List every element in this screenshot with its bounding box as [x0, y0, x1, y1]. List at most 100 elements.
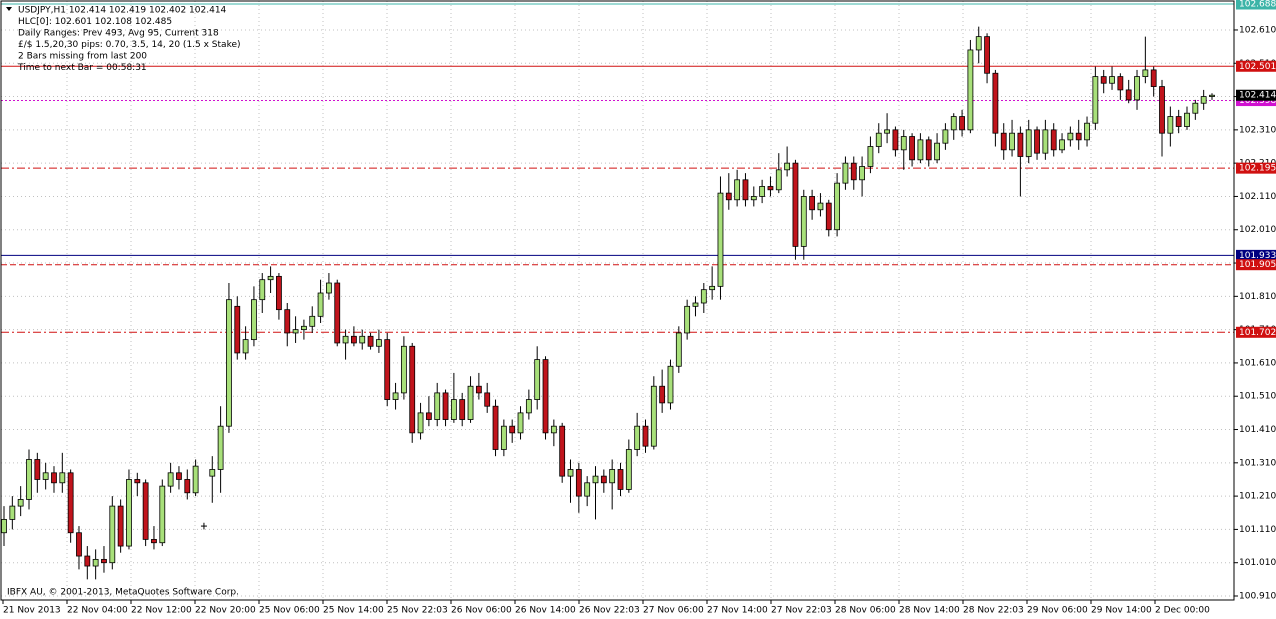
footer: IBFX AU, © 2001-2013, MetaQuotes Softwar… [7, 588, 239, 598]
candle-body [409, 345, 416, 434]
candle-body [384, 339, 391, 400]
candle-body [67, 472, 74, 534]
candle-body [792, 162, 799, 247]
candle-body [1084, 122, 1090, 141]
candle-body [809, 196, 816, 211]
candle-body [525, 399, 532, 414]
level-label: 101.933 [1239, 251, 1276, 261]
candle-body [1100, 76, 1107, 84]
candle-body [334, 282, 341, 344]
candle-body [167, 472, 174, 487]
level-label: 102.688 [1239, 0, 1276, 9]
candle-body [834, 182, 841, 231]
candle-body [1, 519, 7, 534]
candle-body [9, 505, 16, 520]
candle-body [1075, 132, 1082, 141]
candle-body [984, 36, 990, 74]
candle-body [267, 275, 274, 281]
x-tick-label: 22 Nov 04:00 [67, 606, 128, 616]
x-tick-label: 22 Nov 12:00 [131, 606, 192, 616]
candle-body [142, 482, 149, 540]
y-tick-label: 102.010 [1239, 225, 1276, 235]
candle-body [184, 479, 191, 494]
candle-body [575, 469, 582, 497]
candle-body [1017, 132, 1024, 157]
candle-body [59, 472, 66, 484]
candle-body [725, 192, 732, 201]
candle-body [500, 425, 507, 450]
candle-body [359, 335, 366, 344]
candle-body [959, 116, 965, 131]
candle-body [17, 499, 24, 507]
y-tick-label: 101.510 [1239, 392, 1276, 402]
candle-body [367, 335, 374, 347]
x-tick-label: 29 Nov 06:00 [1027, 606, 1088, 616]
candle-body [259, 279, 266, 301]
candle-body [517, 412, 524, 434]
candle-body [459, 399, 466, 420]
candle-body [1209, 94, 1215, 97]
candle-body [609, 469, 616, 484]
level-label-box [1236, 0, 1276, 10]
candle-body [992, 72, 999, 134]
candle-body [667, 365, 674, 404]
candle-body [650, 385, 657, 447]
candle-body [800, 196, 807, 247]
candle-body [109, 505, 116, 564]
candle-body [417, 412, 424, 434]
candle-body [342, 335, 349, 344]
y-tick-label: 101.410 [1239, 425, 1276, 435]
candle-body [542, 359, 549, 434]
candle-body [825, 202, 832, 231]
x-tick-label: 26 Nov 06:00 [451, 606, 512, 616]
candle-body [1109, 76, 1115, 84]
candle-body [1092, 76, 1099, 124]
x-tick-label: 26 Nov 22:03 [579, 606, 640, 616]
level-label-box [1236, 162, 1276, 174]
x-tick-label: 25 Nov 14:00 [323, 606, 384, 616]
level-label: 101.702 [1239, 328, 1276, 338]
level-label: 102.414 [1239, 91, 1276, 101]
y-tick-label: 101.610 [1239, 358, 1276, 368]
x-tick-label: 25 Nov 22:03 [387, 606, 448, 616]
candle-body [1175, 116, 1182, 127]
candle-body [1125, 89, 1132, 101]
annotation: 2 Bars missing from last 200 [18, 52, 147, 62]
candle-body [234, 305, 241, 354]
x-tick-label: 26 Nov 14:00 [515, 606, 576, 616]
candle-body [309, 315, 316, 327]
candle-body [559, 425, 566, 477]
candle-body [400, 345, 407, 394]
candle-body [117, 505, 124, 547]
candle-body [226, 299, 232, 427]
x-tick-label: 2 Dec 00:00 [1155, 606, 1210, 616]
candle-body [292, 329, 299, 334]
candle-body [425, 412, 432, 420]
candle-body [26, 459, 32, 500]
candle-body [392, 392, 399, 400]
candle-body [850, 162, 857, 181]
x-tick-label: 28 Nov 14:00 [899, 606, 960, 616]
x-tick-label: 28 Nov 22:03 [963, 606, 1024, 616]
plot-frame [0, 0, 1235, 601]
candle-body [76, 532, 82, 557]
y-tick-label: 102.310 [1239, 125, 1276, 135]
candle-body [859, 166, 865, 181]
candle-body [600, 475, 607, 484]
candle-body [1025, 129, 1032, 157]
x-tick-label: 27 Nov 22:03 [771, 606, 832, 616]
candle-body [42, 472, 49, 480]
candle-body [1150, 69, 1157, 87]
candle-body [925, 139, 932, 161]
candle-body [1192, 102, 1199, 114]
candle-body [1059, 139, 1065, 151]
candle-body [151, 539, 157, 544]
candle-body [784, 162, 791, 171]
level-label: 102.398 [1239, 96, 1276, 106]
candle-body [450, 399, 457, 420]
candle-body [1117, 76, 1124, 91]
candle-body [1184, 112, 1190, 127]
candle-body [1200, 96, 1207, 104]
